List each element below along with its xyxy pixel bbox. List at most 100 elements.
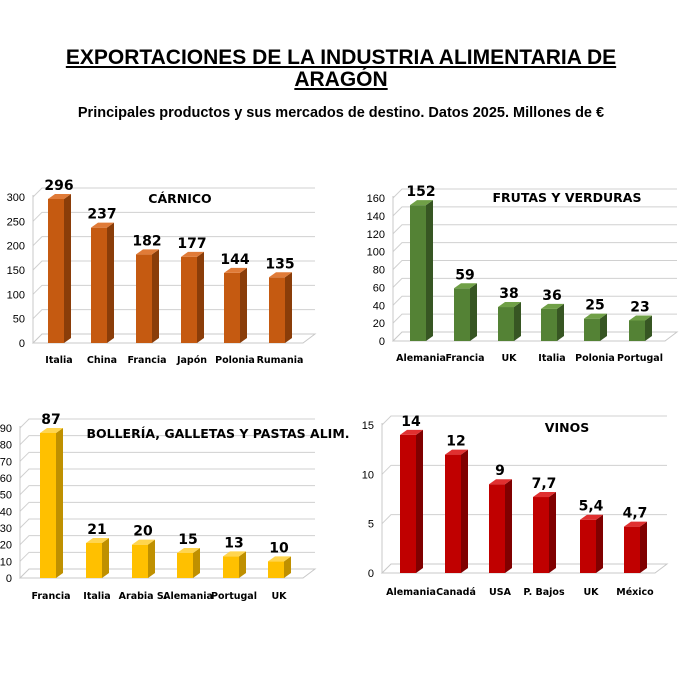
bar bbox=[629, 315, 652, 341]
category-label: Portugal bbox=[211, 591, 257, 602]
bar-side bbox=[557, 303, 564, 341]
bar-front bbox=[48, 198, 64, 343]
data-label: 4,7 bbox=[623, 506, 648, 522]
bar-top bbox=[445, 449, 468, 455]
bar-top bbox=[498, 302, 521, 308]
data-label: 87 bbox=[41, 412, 60, 428]
bar-top bbox=[177, 548, 200, 553]
bar-side bbox=[284, 556, 291, 578]
bar bbox=[489, 479, 512, 573]
bar-top bbox=[580, 514, 603, 520]
category-label: Polonia bbox=[575, 353, 615, 364]
bar-top bbox=[541, 303, 564, 309]
y-tick-label: 160 bbox=[367, 193, 385, 205]
gridline bbox=[19, 518, 315, 529]
bar-side bbox=[549, 492, 556, 573]
bar-front bbox=[223, 556, 239, 578]
bar-side bbox=[64, 193, 71, 343]
bar bbox=[224, 267, 247, 343]
category-label: UK bbox=[583, 587, 599, 598]
bar-side bbox=[193, 548, 200, 578]
page-title-line1: EXPORTACIONES DE LA INDUSTRIA ALIMENTARI… bbox=[65, 46, 617, 69]
y-tick-label: 80 bbox=[0, 440, 12, 452]
bar bbox=[541, 303, 564, 341]
chart-1: 0 50 100 150 200 250 300 CÁRNICO 296 Italia 237 Chi… bbox=[7, 178, 317, 366]
bar-top bbox=[584, 313, 607, 319]
bar-front bbox=[268, 561, 284, 578]
y-tick-label: 200 bbox=[7, 241, 25, 253]
bar-side bbox=[152, 249, 159, 343]
gridline bbox=[19, 485, 315, 496]
category-label: Italia bbox=[538, 353, 565, 364]
y-tick-label: 0 bbox=[6, 573, 12, 585]
gridline bbox=[19, 451, 315, 462]
y-tick-label: 120 bbox=[367, 229, 385, 241]
y-tick-label: 250 bbox=[7, 216, 25, 228]
gridline bbox=[19, 468, 315, 479]
category-label: Alemania bbox=[163, 591, 213, 602]
gridline bbox=[32, 236, 315, 247]
bar bbox=[181, 251, 204, 343]
chart-title: CÁRNICO bbox=[148, 191, 211, 206]
gridline bbox=[392, 313, 677, 324]
y-tick-label: 20 bbox=[0, 540, 12, 552]
data-label: 13 bbox=[224, 535, 243, 551]
chart-4: 0 5 10 15 VINOS 14 Alemania 12 Canadá 9 USA 7,7 P. B… bbox=[362, 414, 669, 598]
bar-side bbox=[505, 479, 512, 573]
bar-side bbox=[416, 429, 423, 573]
gridline bbox=[381, 464, 667, 475]
bar bbox=[410, 200, 433, 341]
category-label: Arabia S. bbox=[119, 591, 168, 602]
bar-front bbox=[533, 497, 549, 573]
bar-side bbox=[600, 313, 607, 341]
bar-side bbox=[102, 538, 109, 578]
gridline bbox=[381, 415, 667, 426]
data-label: 177 bbox=[177, 236, 206, 252]
page-title: EXPORTACIONES DE LA INDUSTRIA ALIMENTARI… bbox=[0, 47, 682, 91]
bar bbox=[91, 222, 114, 343]
bar-front bbox=[91, 227, 107, 343]
y-tick-label: 60 bbox=[0, 473, 12, 485]
bar bbox=[136, 249, 159, 343]
bar bbox=[268, 556, 291, 578]
y-tick-label: 40 bbox=[373, 300, 385, 312]
bar-front bbox=[410, 205, 426, 341]
chart-title: FRUTAS Y VERDURAS bbox=[493, 190, 642, 205]
category-label: Alemania bbox=[396, 353, 446, 364]
category-label: Italia bbox=[83, 591, 110, 602]
y-tick-label: 5 bbox=[368, 519, 374, 531]
bar bbox=[223, 551, 246, 578]
bar bbox=[498, 302, 521, 341]
y-tick-label: 10 bbox=[0, 556, 12, 568]
gridline bbox=[392, 188, 677, 199]
bar-side bbox=[148, 539, 155, 578]
bar-top bbox=[86, 538, 109, 543]
bar-front bbox=[445, 454, 461, 573]
bar bbox=[454, 283, 477, 341]
y-tick-label: 140 bbox=[367, 211, 385, 223]
bar-front bbox=[136, 254, 152, 343]
category-label: Italia bbox=[45, 355, 72, 366]
gridline bbox=[19, 535, 315, 546]
gridline bbox=[392, 277, 677, 288]
bar-front bbox=[498, 307, 514, 341]
bar-top bbox=[400, 429, 423, 435]
data-label: 21 bbox=[87, 522, 106, 538]
y-tick-label: 100 bbox=[367, 247, 385, 259]
bar-side bbox=[239, 551, 246, 578]
gridline bbox=[32, 260, 315, 271]
y-tick-label: 0 bbox=[368, 568, 374, 580]
bar-front bbox=[177, 553, 193, 578]
bar-top bbox=[268, 556, 291, 562]
bar-side bbox=[285, 272, 292, 343]
bar-top bbox=[181, 251, 204, 257]
bar-top bbox=[223, 551, 246, 557]
bar-front bbox=[224, 272, 240, 343]
data-label: 12 bbox=[446, 434, 465, 450]
y-tick-label: 50 bbox=[13, 314, 25, 326]
category-label: Rumania bbox=[257, 355, 304, 366]
page-subtitle: Principales productos y sus mercados de … bbox=[77, 105, 605, 121]
chart-title: BOLLERÍA, GALLETAS Y PASTAS ALIM. bbox=[86, 426, 349, 441]
data-label: 25 bbox=[585, 298, 604, 314]
